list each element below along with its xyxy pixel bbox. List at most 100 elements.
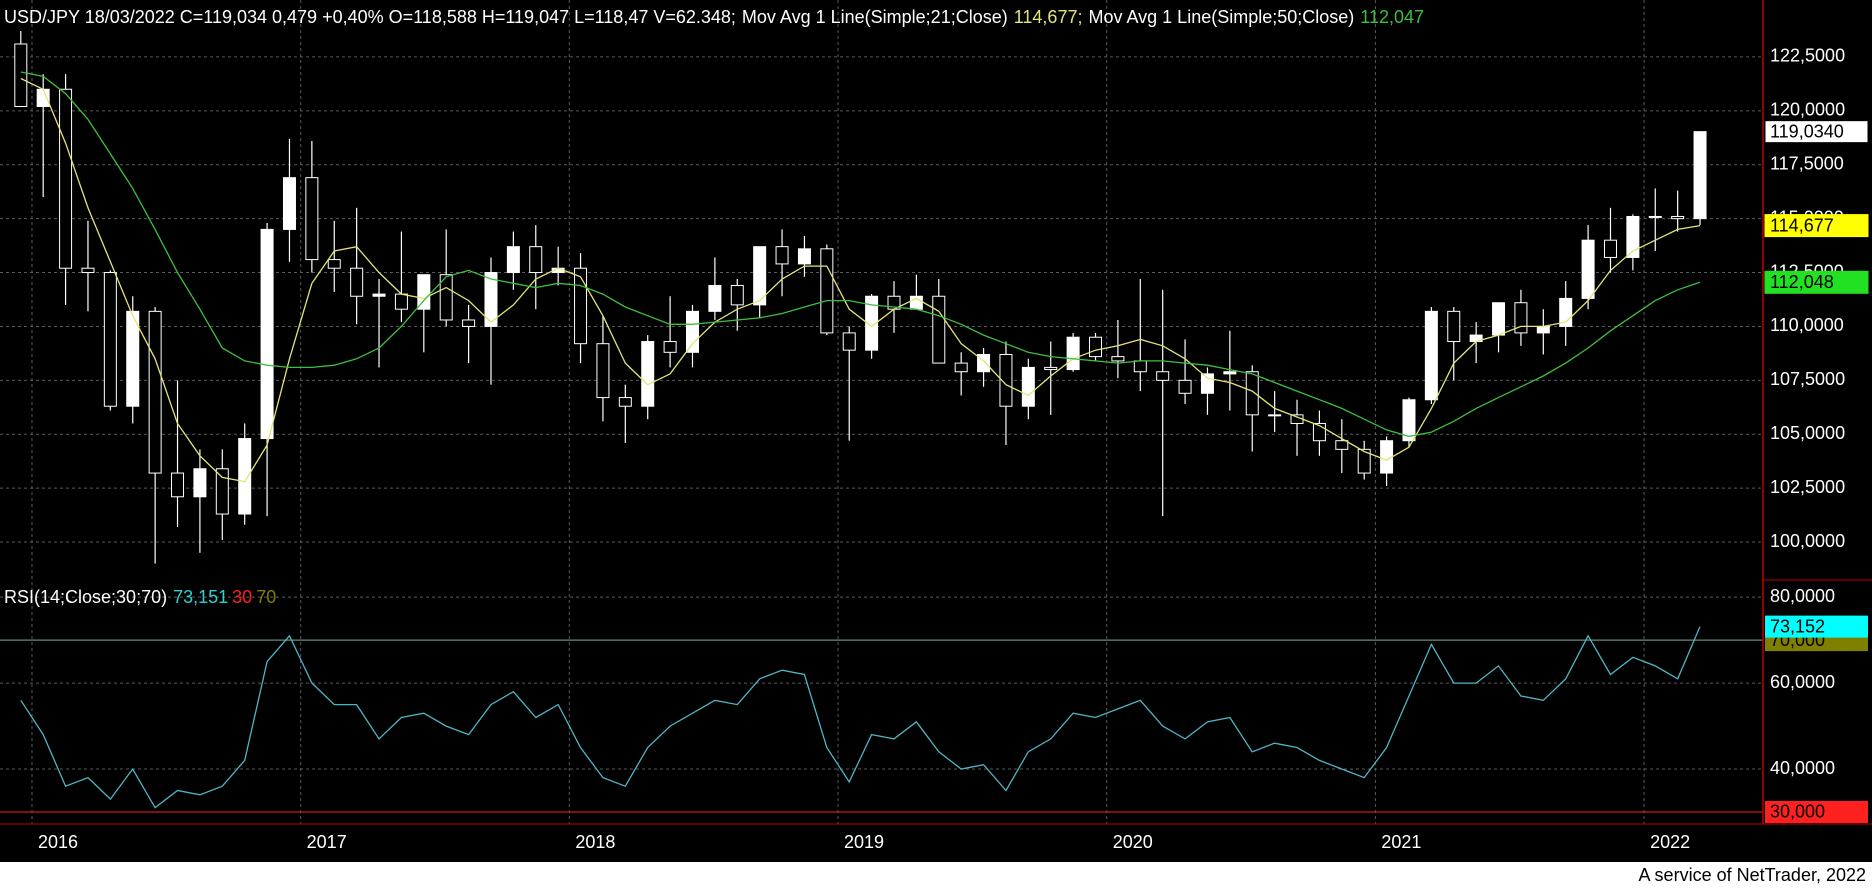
candle-body: [1178, 379, 1192, 394]
y-tick-label: 122,5000: [1770, 46, 1845, 66]
candle-body: [1245, 371, 1259, 416]
candle-body: [865, 295, 879, 351]
candle-body: [730, 284, 744, 306]
background: [0, 0, 1872, 862]
price-badge-label: 112,048: [1770, 272, 1834, 292]
candle-body: [462, 319, 476, 327]
candle-body: [327, 259, 341, 269]
candle-body: [148, 310, 162, 474]
rsi-panel: [0, 626, 1763, 813]
candle-body: [954, 362, 968, 373]
grid: [0, 0, 1763, 824]
rsi-legend: RSI(14;Close;30;70) 73,151 30 70: [4, 587, 276, 607]
y-tick-label: 100,0000: [1770, 531, 1845, 551]
y-tick-label: 120,0000: [1770, 100, 1845, 120]
price-badge: [1764, 120, 1869, 144]
rsi-badge-label: 30,000: [1770, 802, 1825, 822]
legend-entry: Mov Avg 1 Line(Simple;21;Close): [742, 7, 1008, 27]
candle-body: [1044, 366, 1058, 371]
price-badge-label: 114,677: [1770, 215, 1834, 235]
candle-body: [260, 228, 274, 440]
x-tick-label: 2017: [307, 832, 347, 852]
footer: A service of NetTrader, 2022: [1639, 865, 1866, 885]
y-tick-label: 105,0000: [1770, 423, 1845, 443]
y-tick-label: 117,5000: [1770, 153, 1844, 173]
legend-level: 70: [256, 587, 276, 607]
axis: 100,0000 102,5000 105,0000 107,5000 110,0000…: [0, 0, 1872, 852]
candle-body: [305, 177, 319, 261]
candle-body: [753, 246, 767, 306]
price-badge-label: 119,0340: [1770, 121, 1844, 141]
candle-body: [215, 468, 229, 515]
moving-average: [20, 71, 1701, 438]
x-tick-label: 2018: [575, 832, 615, 852]
candle-body: [1223, 371, 1237, 375]
candle-body: [484, 272, 498, 327]
candle-body: [842, 332, 856, 351]
x-tick-label: 2016: [38, 832, 78, 852]
y-tick-label: 60,0000: [1770, 672, 1835, 692]
footer-background: [0, 862, 1872, 888]
candle-body: [171, 472, 185, 498]
candle-body: [1021, 366, 1035, 407]
candle-body: [1648, 215, 1662, 218]
candle-body: [1514, 302, 1528, 334]
candle-body: [1380, 440, 1394, 474]
legend-level: 30: [232, 587, 252, 607]
x-tick-label: 2019: [844, 832, 884, 852]
candle-body: [14, 43, 28, 108]
candle-body: [1089, 336, 1103, 358]
candle-body: [932, 295, 946, 364]
candle-body: [618, 397, 632, 407]
candle-body: [103, 272, 117, 407]
y-tick-label: 80,0000: [1770, 586, 1835, 606]
candle-body: [59, 88, 73, 269]
candle-body: [596, 343, 610, 399]
candle-body: [574, 267, 588, 345]
candle-body: [1671, 215, 1685, 220]
legend-text: RSI(14;Close;30;70): [4, 587, 167, 607]
candle-body: [394, 293, 408, 310]
candle-body: [685, 310, 699, 353]
candle-body: [529, 246, 543, 274]
candle-body: [439, 274, 453, 321]
candle-body: [1066, 336, 1080, 371]
candle-body: [1268, 414, 1282, 417]
candle-body: [1492, 302, 1506, 336]
x-tick-label: 2020: [1113, 832, 1153, 852]
legend-value: 114,677;: [1014, 7, 1083, 27]
candle-body: [1603, 239, 1617, 258]
candle-body: [506, 246, 520, 274]
rsi-badge-label: 73,152: [1770, 616, 1825, 636]
price-legend: USD/JPY 18/03/2022 C=119,034 0,479 +0,40…: [4, 7, 1424, 27]
price-panel: [14, 31, 1707, 564]
candle-body: [1447, 310, 1461, 343]
candle-body: [1536, 325, 1550, 334]
candle-body: [282, 177, 296, 230]
candle-body: [663, 341, 677, 353]
legend-entry: Mov Avg 1 Line(Simple;50;Close): [1088, 7, 1354, 27]
legend-value: 73,151: [173, 587, 228, 607]
moving-average: [20, 77, 1701, 483]
y-tick-label: 107,5000: [1770, 369, 1845, 389]
price-badge: [1764, 214, 1869, 238]
x-tick-label: 2021: [1381, 832, 1421, 852]
y-tick-label: 40,0000: [1770, 758, 1835, 778]
candle-body: [1200, 373, 1214, 394]
candle-body: [708, 284, 722, 312]
candle-body: [1581, 239, 1595, 299]
candle-body: [1357, 448, 1371, 474]
rsi-badge: [1765, 800, 1868, 823]
candle-body: [1111, 356, 1125, 362]
candle-body: [1626, 215, 1640, 258]
candle-body: [81, 267, 95, 274]
y-tick-label: 110,0000: [1770, 315, 1844, 335]
candle-body: [126, 310, 140, 407]
candle-body: [797, 248, 811, 265]
candle-body: [820, 248, 834, 334]
candle-body: [999, 353, 1013, 407]
candle-body: [641, 341, 655, 407]
rsi-badge: [1765, 615, 1868, 638]
candle-body: [1133, 360, 1147, 373]
